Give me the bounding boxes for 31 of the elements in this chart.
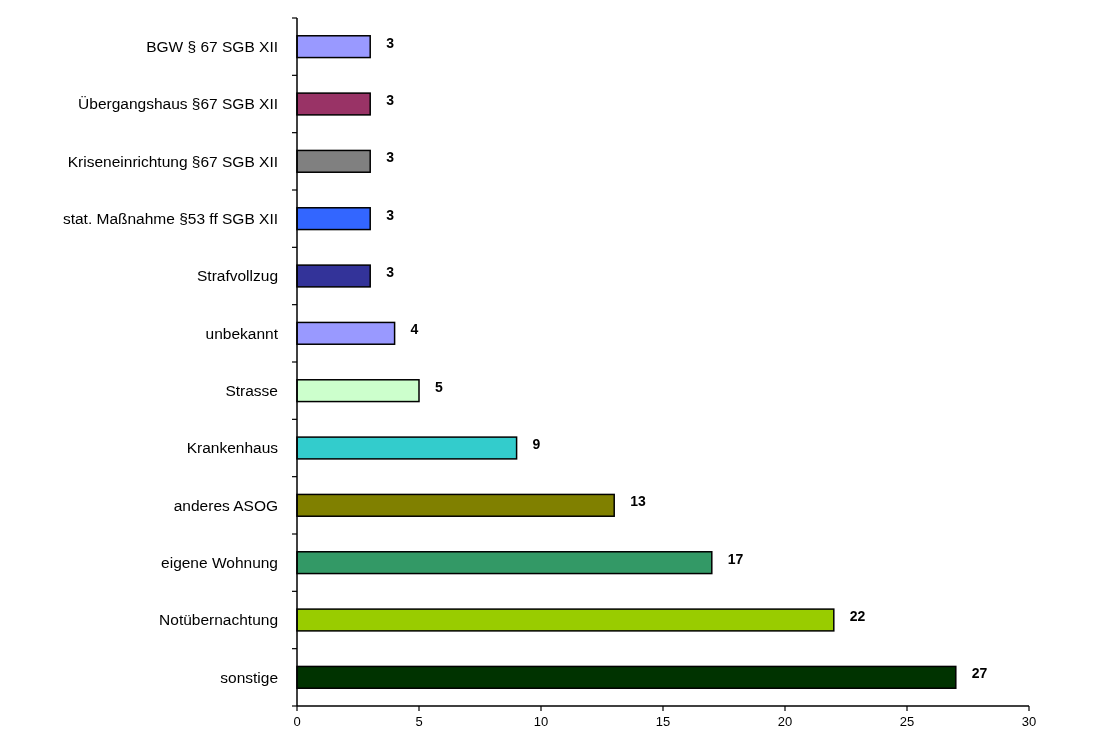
y-tick-label: Strafvollzug bbox=[197, 267, 278, 285]
y-tick-label: eigene Wohnung bbox=[161, 554, 278, 572]
data-label: 3 bbox=[386, 34, 395, 51]
data-label: 3 bbox=[386, 91, 395, 108]
x-tick-label: 5 bbox=[415, 714, 423, 729]
y-tick-label: Krankenhaus bbox=[186, 439, 279, 457]
data-label: 27 bbox=[971, 665, 988, 682]
data-label: 3 bbox=[386, 263, 395, 280]
data-label: 9 bbox=[532, 435, 541, 452]
data-label: 4 bbox=[410, 321, 419, 338]
data-label: 17 bbox=[727, 550, 744, 567]
y-tick-label: Notübernachtung bbox=[159, 611, 278, 629]
y-tick-label: BGW § 67 SGB XII bbox=[146, 38, 278, 56]
y-tick-label: anderes ASOG bbox=[173, 496, 278, 514]
y-tick-label: stat. Maßnahme §53 ff SGB XII bbox=[62, 210, 278, 228]
data-label: 3 bbox=[386, 206, 395, 223]
x-tick-label: 0 bbox=[293, 714, 301, 729]
y-tick-label: sonstige bbox=[220, 668, 278, 686]
x-tick-label: 30 bbox=[1021, 714, 1037, 729]
x-tick-label: 10 bbox=[533, 714, 549, 729]
data-label: 3 bbox=[386, 149, 395, 166]
y-tick-label: unbekannt bbox=[205, 324, 279, 342]
y-tick-label: Kriseneinrichtung §67 SGB XII bbox=[67, 152, 278, 170]
data-label: 13 bbox=[630, 493, 646, 510]
x-tick-label: 25 bbox=[899, 714, 915, 729]
data-label: 5 bbox=[435, 378, 443, 395]
y-tick-label: Strasse bbox=[225, 382, 278, 400]
data-label: 22 bbox=[849, 607, 866, 624]
y-tick-label: Übergangshaus §67 SGB XII bbox=[78, 95, 278, 113]
x-tick-label: 20 bbox=[777, 714, 793, 729]
x-tick-label: 15 bbox=[655, 714, 671, 729]
